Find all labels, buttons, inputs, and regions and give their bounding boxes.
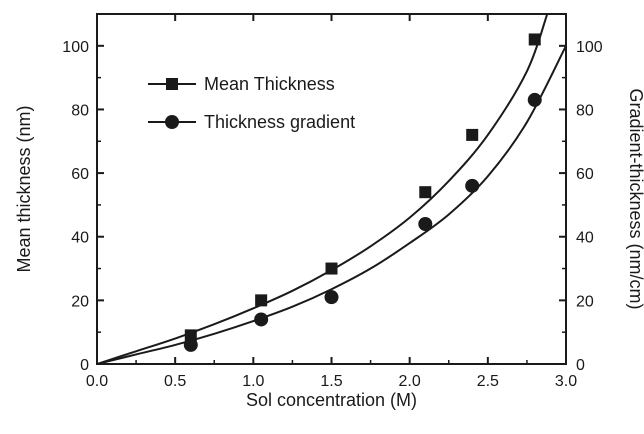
thickness-gradient-point bbox=[183, 337, 198, 352]
y-tick-label: 40 bbox=[71, 230, 89, 247]
y-tick-label: 60 bbox=[71, 166, 89, 183]
x-axis-title: Sol concentration (M) bbox=[246, 390, 417, 410]
x-tick-label: 0.0 bbox=[86, 373, 108, 390]
x-tick-label: 3.0 bbox=[555, 373, 577, 390]
legend-label-mean-thickness: Mean Thickness bbox=[204, 74, 335, 94]
y-tick-label: 100 bbox=[62, 39, 89, 56]
mean-thickness-point bbox=[255, 294, 268, 307]
y-tick-label: 0 bbox=[80, 357, 89, 374]
mean-thickness-point bbox=[325, 262, 338, 275]
y2-tick-label: 80 bbox=[576, 102, 594, 119]
legend-marker-mean-thickness bbox=[166, 78, 178, 90]
thickness-gradient-fit-line bbox=[97, 45, 566, 364]
mean-thickness-point bbox=[184, 329, 197, 342]
legend-marker-thickness-gradient bbox=[165, 115, 179, 129]
axes: 0.0 0.5 1.0 1.5 2.0 2.5 3.00204060801000204060… bbox=[14, 13, 644, 410]
y-axis-title: Mean thickness (nm) bbox=[14, 105, 34, 272]
x-tick-label: 0.5 bbox=[164, 373, 186, 390]
y2-tick-label: 100 bbox=[576, 39, 603, 56]
x-tick-label: 1.5 bbox=[320, 373, 342, 390]
mean-thickness-point bbox=[528, 33, 541, 46]
x-tick-label: 1.0 bbox=[242, 373, 264, 390]
y-tick-label: 20 bbox=[71, 293, 89, 310]
x-tick-label: 2.5 bbox=[477, 373, 499, 390]
mean-thickness-point bbox=[466, 128, 479, 141]
plot-area bbox=[97, 14, 566, 364]
y2-tick-label: 40 bbox=[576, 230, 594, 247]
thickness-gradient-point bbox=[465, 178, 480, 193]
thickness-gradient-point bbox=[324, 290, 339, 305]
thickness-gradient-point bbox=[527, 92, 542, 107]
plot-frame bbox=[96, 13, 567, 365]
y-tick-label: 80 bbox=[71, 102, 89, 119]
legend: Mean Thickness Thickness gradient bbox=[148, 74, 355, 132]
y2-tick-label: 20 bbox=[576, 293, 594, 310]
thickness-gradient-point bbox=[418, 217, 433, 231]
mean-thickness-fit-line bbox=[97, 14, 549, 364]
x-tick-label: 2.0 bbox=[399, 373, 421, 390]
y2-tick-label: 60 bbox=[576, 166, 594, 183]
legend-label-thickness-gradient: Thickness gradient bbox=[204, 112, 355, 132]
y2-tick-label: 0 bbox=[576, 357, 585, 374]
y2-axis-title: Gradient-thickness (nm/cm) bbox=[626, 88, 644, 309]
mean-thickness-point bbox=[419, 186, 432, 199]
thickness-gradient-point bbox=[254, 312, 269, 327]
